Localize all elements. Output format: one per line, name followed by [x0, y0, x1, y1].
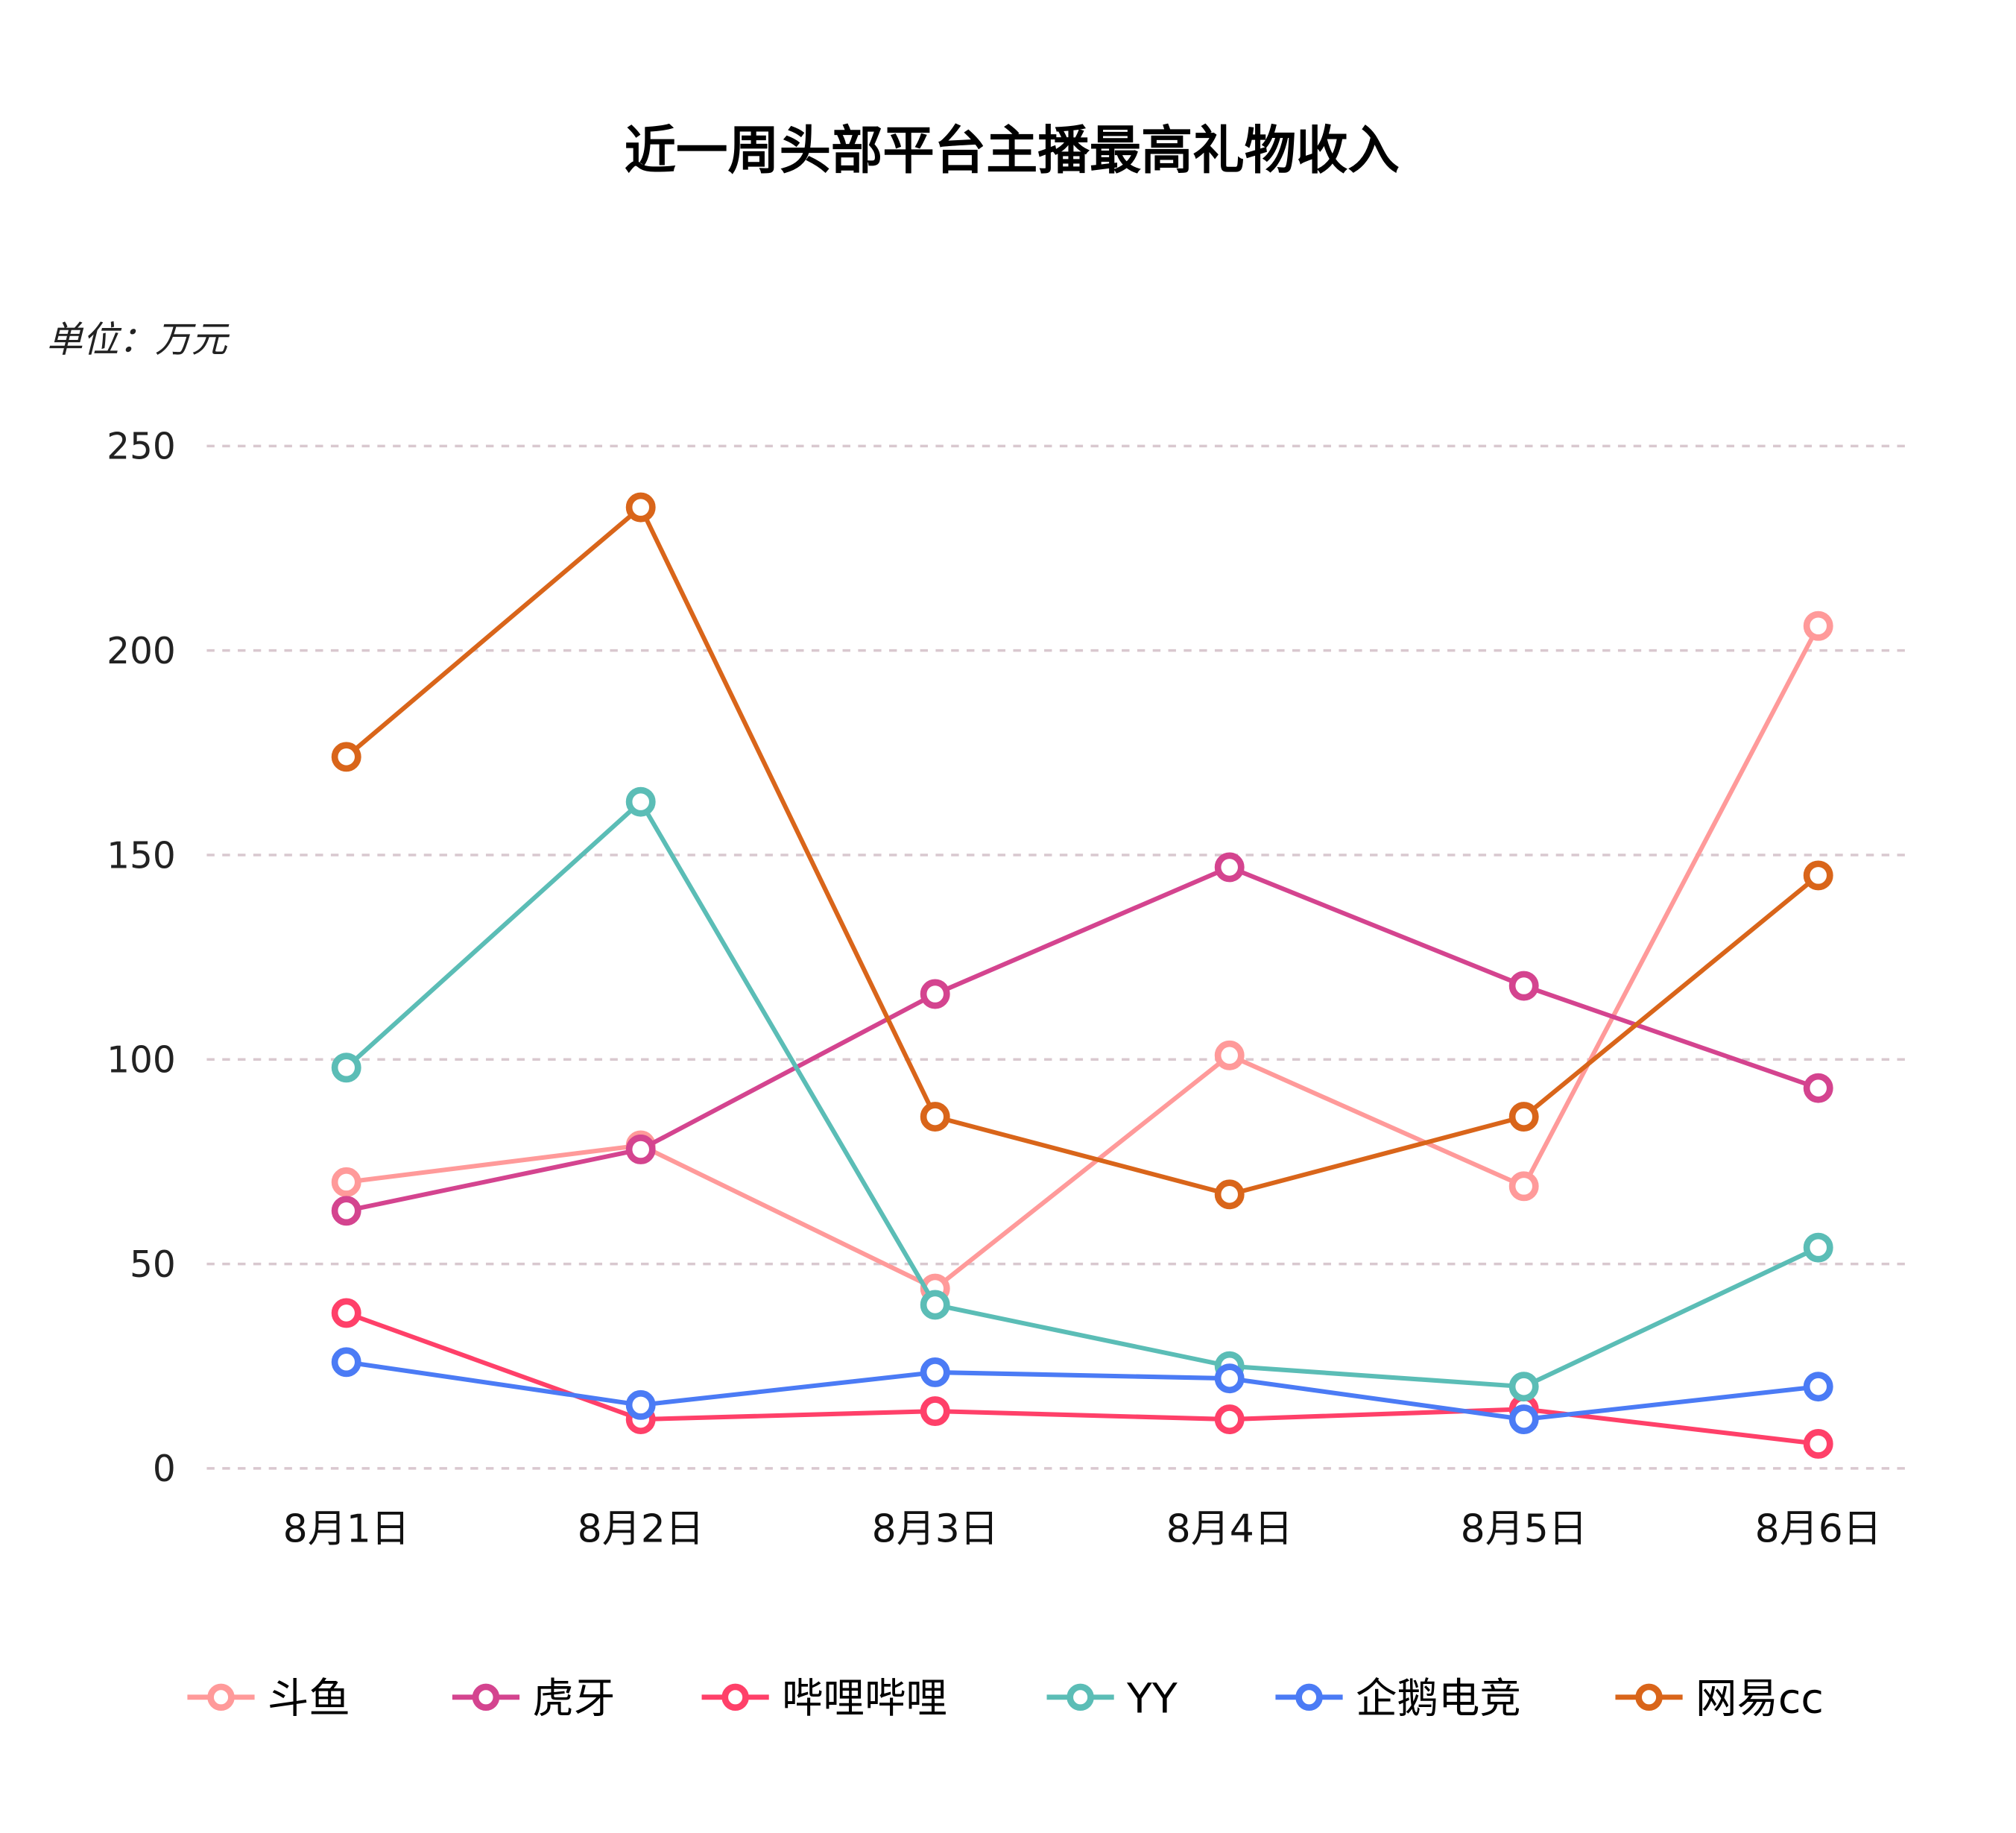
data-point: [1803, 1372, 1833, 1402]
legend-item[interactable]: 网易cc: [1615, 1676, 1824, 1723]
legend-label: 斗鱼: [268, 1676, 350, 1723]
legend-item[interactable]: 虎牙: [452, 1676, 615, 1723]
legend-marker-icon: [207, 1683, 235, 1711]
legend-item[interactable]: 斗鱼: [187, 1676, 350, 1723]
legend-item[interactable]: YY: [1046, 1676, 1178, 1723]
series-企鹅电竞: [331, 1347, 1833, 1435]
data-point: [331, 1053, 361, 1083]
data-point: [1508, 971, 1539, 1001]
data-point: [625, 1135, 656, 1164]
legend-marker-icon: [721, 1683, 749, 1711]
data-point: [331, 1298, 361, 1328]
data-point: [1214, 1363, 1245, 1394]
legend-label: 企鹅电竞: [1356, 1676, 1521, 1723]
legend-label: 虎牙: [532, 1676, 615, 1723]
data-point: [920, 1357, 950, 1387]
y-tick-label: 100: [107, 1040, 176, 1082]
data-point: [1803, 1073, 1833, 1103]
legend-item[interactable]: 哔哩哔哩: [701, 1676, 947, 1723]
x-tick-label: 8月4日: [1166, 1507, 1293, 1552]
data-point: [920, 1290, 950, 1320]
data-point: [1508, 1102, 1539, 1132]
series-line: [345, 1310, 1819, 1447]
data-point: [1508, 1171, 1539, 1202]
y-tick-label: 250: [107, 426, 176, 468]
data-point: [331, 1196, 361, 1226]
legend-label: YY: [1126, 1676, 1178, 1723]
series-YY: [331, 786, 1833, 1402]
data-point: [1214, 1404, 1245, 1435]
legend-marker-icon: [1635, 1683, 1663, 1711]
data-point: [331, 1347, 361, 1378]
data-point: [1508, 1404, 1539, 1435]
y-tick-label: 150: [107, 835, 176, 877]
series-斗鱼: [331, 611, 1833, 1304]
y-tick-label: 200: [107, 631, 176, 672]
data-point: [625, 786, 656, 817]
data-point: [1803, 1429, 1833, 1459]
series-line: [344, 503, 1820, 1197]
data-point: [920, 1102, 950, 1132]
x-tick-label: 8月3日: [872, 1507, 999, 1552]
x-tick-label: 8月1日: [283, 1507, 410, 1552]
legend-marker-icon: [1295, 1683, 1323, 1711]
data-point: [920, 979, 950, 1009]
data-point: [331, 742, 361, 772]
data-point: [625, 1389, 656, 1420]
unit-label: 单位：万元: [46, 319, 230, 361]
legend-marker-icon: [472, 1683, 500, 1711]
x-tick-label: 8月5日: [1461, 1507, 1587, 1552]
series-哔哩哔哩: [331, 1298, 1833, 1459]
data-point: [920, 1396, 950, 1427]
x-tick-label: 8月2日: [578, 1507, 704, 1552]
data-point: [1803, 860, 1833, 891]
legend-marker-icon: [1067, 1683, 1094, 1711]
data-point: [1214, 852, 1245, 883]
series-line: [346, 865, 1819, 1214]
series-line: [344, 798, 1819, 1389]
legend-label: 哔哩哔哩: [782, 1676, 947, 1723]
series-虎牙: [331, 852, 1833, 1226]
x-tick-label: 8月6日: [1755, 1507, 1882, 1552]
chart-title: 近一周头部平台主播最高礼物收入: [625, 122, 1400, 181]
data-point: [1214, 1179, 1245, 1210]
data-point: [331, 1167, 361, 1197]
legend-item[interactable]: 企鹅电竞: [1275, 1676, 1521, 1723]
data-point: [1803, 611, 1833, 641]
data-point: [625, 492, 656, 523]
y-tick-label: 0: [153, 1448, 176, 1490]
series-line: [346, 625, 1821, 1292]
series-网易cc: [331, 492, 1833, 1210]
legend-label: 网易cc: [1696, 1676, 1824, 1723]
data-point: [1214, 1040, 1245, 1070]
data-point: [1803, 1232, 1833, 1263]
y-tick-label: 50: [130, 1244, 176, 1286]
data-point: [1508, 1372, 1539, 1402]
series-line: [346, 1360, 1819, 1422]
